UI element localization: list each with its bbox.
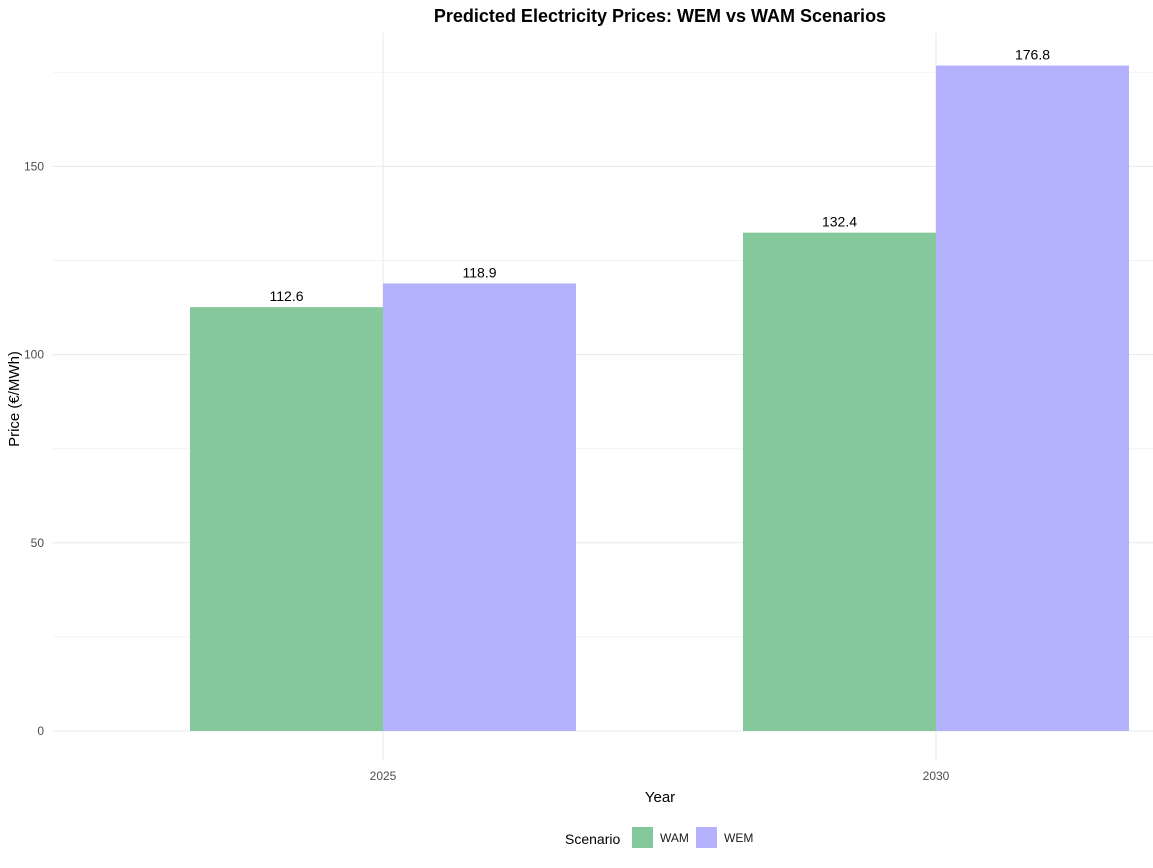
bar xyxy=(190,307,383,731)
y-tick-label: 0 xyxy=(37,724,44,738)
bar-value-label: 112.6 xyxy=(270,288,304,304)
bar-layer xyxy=(190,65,1129,732)
x-tick-label: 2025 xyxy=(370,769,397,783)
legend: Scenario WAM WEM xyxy=(565,827,753,848)
y-axis-title: Price (€/MWh) xyxy=(6,351,23,447)
legend-label: WEM xyxy=(724,831,753,845)
bar xyxy=(743,232,936,731)
axis-layer: Predicted Electricity Prices: WEM vs WAM… xyxy=(6,6,950,806)
bar-value-label: 118.9 xyxy=(463,264,497,280)
x-tick-label: 2030 xyxy=(923,769,950,783)
bar xyxy=(383,283,576,731)
y-tick-label: 50 xyxy=(31,536,45,550)
bar-value-label: 176.8 xyxy=(1015,47,1050,63)
y-tick-label: 100 xyxy=(24,348,44,362)
legend-label: WAM xyxy=(660,831,689,845)
legend-key xyxy=(632,827,653,848)
data-label-layer: 112.6 118.9 132.4 176.8 xyxy=(270,47,1051,305)
y-tick-label: 150 xyxy=(24,159,44,173)
bar xyxy=(936,65,1129,732)
x-axis-title: Year xyxy=(645,789,675,806)
legend-key xyxy=(696,827,717,848)
legend-title: Scenario xyxy=(565,831,620,847)
chart-title: Predicted Electricity Prices: WEM vs WAM… xyxy=(434,6,886,26)
bar-value-label: 132.4 xyxy=(822,214,857,230)
